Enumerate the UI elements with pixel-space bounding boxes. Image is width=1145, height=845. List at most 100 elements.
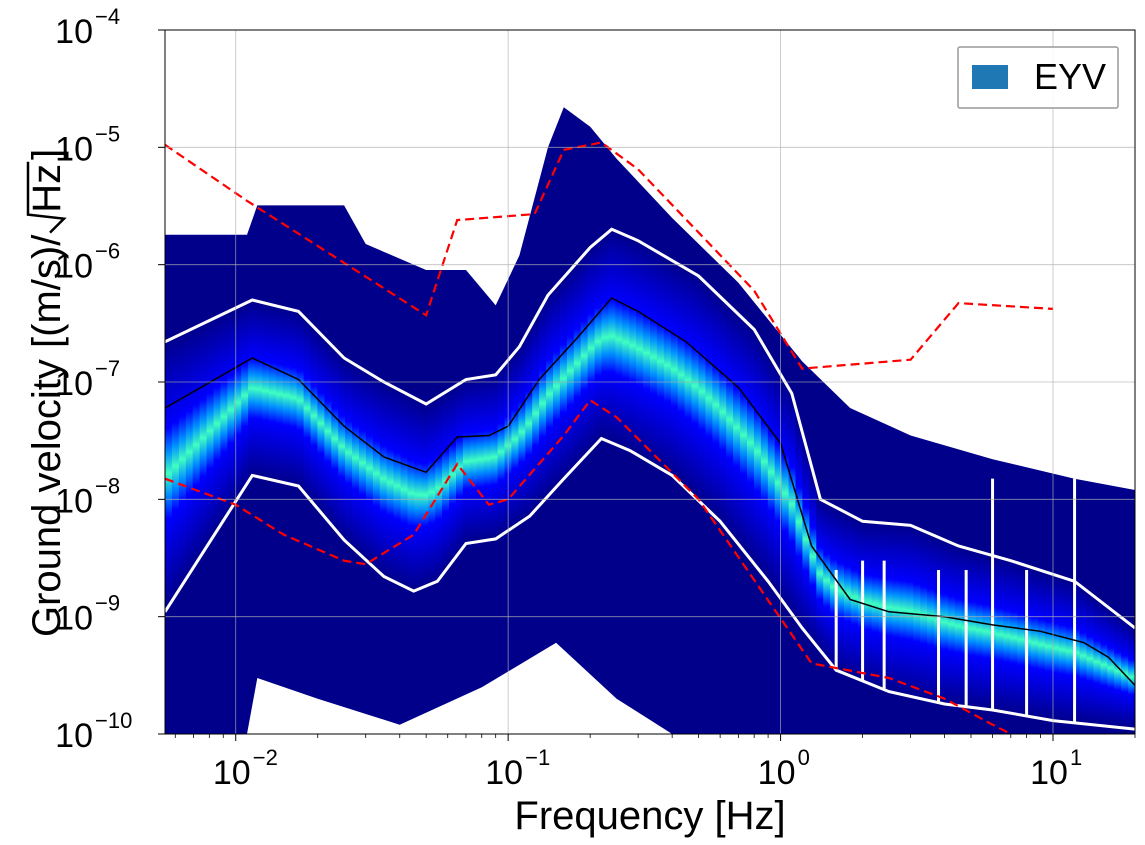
density-slice bbox=[359, 369, 367, 557]
density-slice bbox=[656, 253, 665, 469]
density-slice bbox=[490, 375, 499, 540]
density-slice bbox=[844, 513, 852, 675]
density-slice bbox=[248, 300, 256, 477]
density-slice bbox=[650, 249, 658, 465]
density-slice bbox=[1031, 568, 1039, 718]
density-slice bbox=[518, 342, 526, 522]
density-slice bbox=[830, 506, 838, 667]
density-slice bbox=[712, 292, 720, 518]
x-tick-label-exponent: 1 bbox=[1070, 745, 1082, 770]
legend-label-eyv: EYV bbox=[1034, 56, 1106, 97]
median-curve bbox=[165, 297, 1135, 686]
x-tick-label-exponent: 0 bbox=[798, 745, 810, 770]
density-slice bbox=[954, 545, 963, 706]
density-slice bbox=[365, 373, 374, 564]
density-slice bbox=[691, 274, 700, 498]
density-slice bbox=[185, 330, 194, 574]
density-slice bbox=[1065, 579, 1074, 723]
density-slice bbox=[885, 523, 894, 692]
legend: EYV bbox=[957, 46, 1119, 109]
density-slice bbox=[899, 524, 907, 695]
y-axis-label-text: Ground velocity [(m/s)/ bbox=[25, 234, 69, 637]
density-slice bbox=[566, 269, 575, 472]
density-slice bbox=[1051, 575, 1060, 721]
density-slice bbox=[823, 502, 831, 659]
density-slice bbox=[1010, 561, 1018, 714]
density-slice bbox=[275, 306, 284, 482]
density-slice bbox=[289, 310, 298, 485]
density-slice bbox=[587, 246, 596, 450]
density-slice bbox=[255, 301, 263, 477]
density-slice bbox=[733, 312, 741, 542]
lower-percentile-curve bbox=[165, 436, 1135, 731]
density-slice bbox=[303, 320, 312, 497]
density-slice bbox=[449, 387, 457, 562]
y-tick-label-exponent: −10 bbox=[95, 708, 132, 733]
density-slice bbox=[767, 358, 776, 586]
y-tick-label: 10 bbox=[55, 365, 93, 403]
density-slice bbox=[462, 379, 471, 544]
x-tick-label: 10 bbox=[1030, 754, 1068, 792]
density-slice bbox=[941, 540, 949, 705]
density-slice bbox=[421, 403, 429, 587]
density-slice bbox=[220, 313, 228, 520]
density-slice bbox=[199, 323, 208, 553]
density-slice bbox=[1086, 593, 1094, 725]
density-slice bbox=[906, 525, 914, 697]
density-slice bbox=[747, 326, 755, 560]
density-slice bbox=[788, 394, 797, 615]
density-slice bbox=[539, 304, 547, 502]
density-slice bbox=[670, 261, 679, 478]
legend-swatch-eyv bbox=[972, 65, 1008, 89]
density-slice bbox=[483, 376, 492, 541]
y-tick-label: 10 bbox=[55, 130, 93, 168]
density-slice bbox=[414, 399, 422, 590]
density-slice bbox=[608, 229, 616, 443]
density-slice bbox=[282, 308, 291, 484]
upper-percentile-curve bbox=[165, 227, 1135, 630]
density-slice bbox=[241, 303, 249, 488]
density-slice bbox=[1100, 603, 1108, 726]
density-slice bbox=[878, 522, 887, 689]
density-slice bbox=[982, 553, 991, 710]
density-slice bbox=[262, 303, 270, 479]
legend-frame bbox=[957, 46, 1119, 109]
density-slice bbox=[268, 304, 277, 480]
density-slice bbox=[324, 341, 332, 521]
y-tick-label: 10 bbox=[55, 482, 93, 520]
density-slice bbox=[795, 419, 803, 624]
density-slice bbox=[497, 368, 506, 536]
high-noise-model-curve bbox=[165, 141, 1054, 370]
density-slice bbox=[1072, 582, 1081, 723]
density-slice bbox=[352, 364, 360, 551]
density-slice bbox=[740, 319, 748, 551]
density-slice bbox=[407, 396, 415, 590]
density-slice bbox=[511, 352, 519, 527]
density-slice bbox=[331, 348, 339, 529]
density-slice bbox=[345, 360, 353, 545]
density-slice bbox=[594, 240, 603, 443]
density-slice bbox=[864, 521, 873, 684]
density-slice bbox=[317, 334, 325, 513]
density-slice bbox=[1044, 572, 1053, 720]
x-tick-label: 10 bbox=[213, 754, 251, 792]
density-slice bbox=[892, 524, 900, 694]
density-slice bbox=[629, 238, 637, 453]
density-slice bbox=[927, 534, 935, 701]
density-slice bbox=[781, 381, 790, 605]
y-tick-label-exponent: −4 bbox=[95, 4, 120, 29]
y-tick-label-exponent: −7 bbox=[95, 356, 120, 381]
y-axis-label-sqrt-sign bbox=[26, 161, 67, 234]
density-slice bbox=[753, 335, 762, 568]
density-slice bbox=[227, 310, 235, 509]
density-slice bbox=[171, 336, 180, 596]
density-slice bbox=[435, 396, 443, 580]
density-slice bbox=[469, 378, 478, 543]
density-slice bbox=[643, 245, 651, 461]
density-slice bbox=[372, 377, 381, 570]
x-tick-label: 10 bbox=[758, 754, 796, 792]
density-slice bbox=[1003, 559, 1011, 713]
y-tick-label: 10 bbox=[55, 248, 93, 286]
density-slice bbox=[760, 346, 769, 577]
density-slice bbox=[1038, 570, 1046, 719]
